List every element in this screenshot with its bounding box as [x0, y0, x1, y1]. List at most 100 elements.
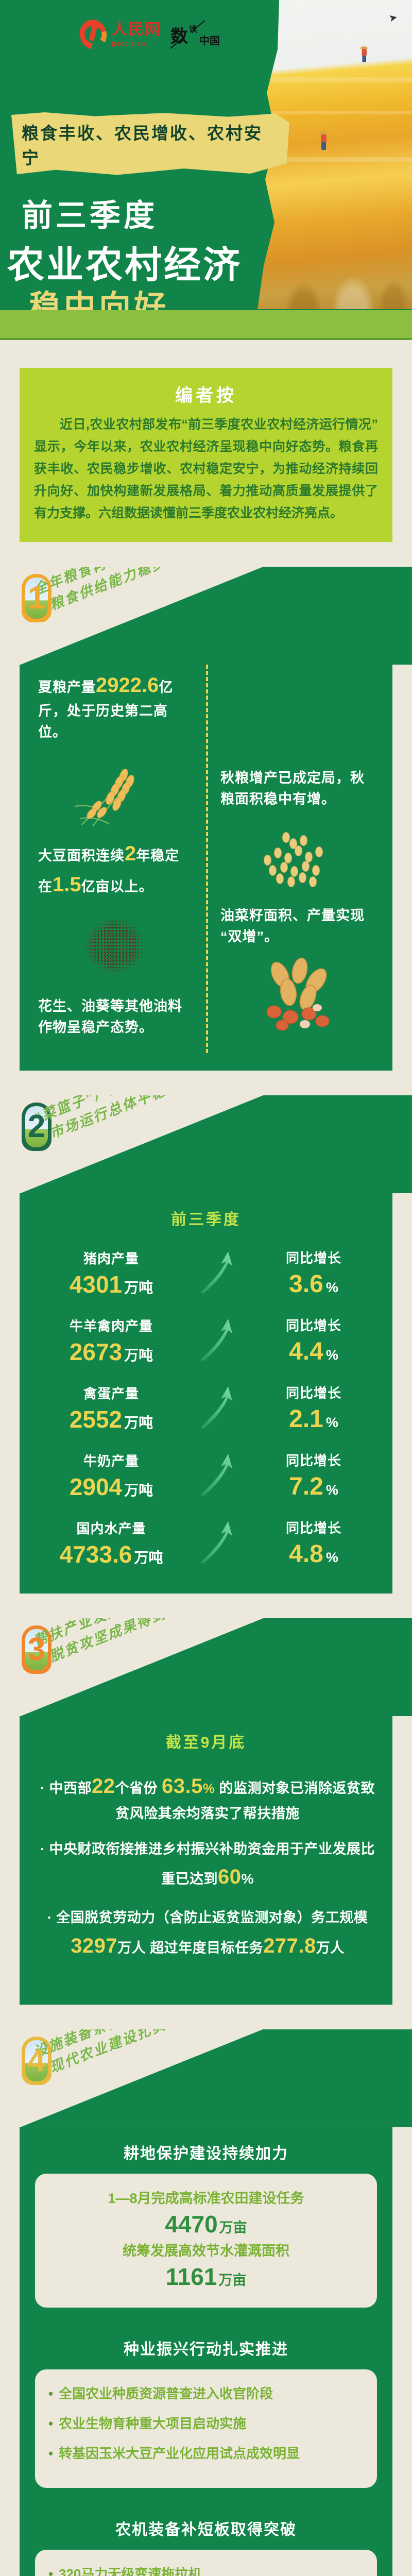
editor-note-box: 编者按 近日,农业农村部发布“前三季度农业农村经济运行情况”显示，今年以来，农业… — [20, 368, 392, 542]
list-item: 全国农业种质资源普查进入收官阶段 — [47, 2383, 365, 2404]
editor-note-body: 近日,农业农村部发布“前三季度农业农村经济运行情况”显示，今年以来，农业农村经济… — [34, 417, 378, 520]
soybean-seeds-icon — [259, 823, 336, 887]
list-item: · 中央财政衔接推进乡村振兴补助资金用于产业发展比重已达到60% — [38, 1838, 377, 1893]
bullet-1-part3: % — [202, 1781, 215, 1796]
metric-value: 4733.6 — [59, 1541, 132, 1568]
section-1-panel: 夏粮产量2922.6亿斤，处于历史第二高位。 — [20, 665, 392, 1071]
hero-title-line1: 前三季度 — [22, 198, 158, 233]
section-poverty-alleviation: 3 帮扶产业发展分类推进 脱贫攻坚成果得到巩固 截至9月底 · 中西部22个省份… — [0, 1618, 412, 2005]
bullet-2-num1: 60 — [217, 1866, 242, 1889]
section-1-right-column: 秋粮增产已成定局，秋粮面积稳中有增。 油菜籽面积、产量实现“双增” — [206, 670, 381, 1053]
soybean-illustration — [220, 819, 374, 896]
bullet-1-part1: · 中西部 — [40, 1781, 92, 1796]
list-item: · 中西部22个省份 63.5% 的监测对象已消除返贫致贫风险其余均落实了帮扶措… — [38, 1770, 377, 1825]
wheat-ears-icon — [75, 769, 134, 826]
soybean-mid: 年稳定在 — [38, 848, 180, 894]
soybean-area: 1.5 — [53, 873, 81, 896]
summer-grain-label: 夏粮产量 — [38, 680, 96, 695]
card-2-heading: 种业振兴行动扎实推进 — [124, 2341, 288, 2358]
peanut-illustration — [220, 956, 374, 1044]
metric-value: 2904 — [69, 1473, 123, 1500]
bullet-2-part2: % — [241, 1871, 254, 1887]
metric-unit: 万吨 — [124, 1347, 153, 1363]
section-1-badge: 1 — [22, 574, 52, 622]
growth-label: 同比增长 — [285, 1318, 341, 1333]
section-1-number: 1 — [27, 580, 46, 616]
metric-value: 2552 — [69, 1406, 123, 1433]
table-row: 国内水产量 4733.6 万吨 同比增长 4.8% — [31, 1509, 381, 1576]
up-arrow-icon — [198, 1385, 239, 1430]
metric-unit: 万吨 — [124, 1482, 153, 1498]
section-modern-agriculture: 4 设施装备条件持续改善 现代农业建设扎实推进 耕地保护建设持续加力 1—8月完… — [0, 2029, 412, 2576]
hero-tagline-banner: 粮食丰收、农民增收、农村安宁 — [11, 112, 289, 175]
bullet-2-part1: · 中央财政衔接推进乡村振兴补助资金用于产业发展比重已达到 — [40, 1841, 375, 1887]
list-item: 转基因玉米大豆产业化应用试点成效明显 — [47, 2443, 365, 2464]
machinery-card: 320马力无级变速拖拉机 电驱式精量播种机成功量产应用 再生稻收获机、油菜移栽机… — [35, 2549, 377, 2576]
section-3-bullets: · 中西部22个省份 63.5% 的监测对象已消除返贫致贫风险其余均落实了帮扶措… — [31, 1761, 381, 1987]
soybean-area-stat: 大豆面积连续2年稳定在1.5亿亩以上。 — [38, 838, 192, 900]
farmland-card: 1—8月完成高标准农田建设任务 4470 万亩 统筹发展高效节水灌溉面积 1161… — [35, 2173, 377, 2308]
seed-industry-card: 全国农业种质资源普查进入收官阶段 农业生物育种重大项目启动实施 转基因玉米大豆产… — [35, 2369, 377, 2488]
summer-grain-stat: 夏粮产量2922.6亿斤，处于历史第二高位。 — [38, 670, 192, 742]
metric-value: 4301 — [69, 1271, 123, 1298]
section-4-number: 4 — [27, 2042, 46, 2078]
wheat-tuft-icon — [258, 206, 412, 309]
growth-value: 3.6 — [289, 1270, 323, 1298]
rapeseed-illustration — [38, 909, 192, 987]
list-item: 农业生物育种重大项目启动实施 — [47, 2413, 365, 2434]
hero-tagline: 粮食丰收、农民增收、农村安宁 — [22, 125, 263, 168]
growth-label: 同比增长 — [285, 1250, 341, 1266]
section-4-badge: 4 — [22, 2036, 52, 2085]
metric-unit: 万吨 — [124, 1280, 153, 1296]
column-char-shu: 数 — [170, 27, 188, 46]
section-grain-harvest: 1 全年粮食再获丰收 粮食供给能力稳步提升 夏粮产量2922.6亿斤，处于历史第… — [0, 567, 412, 1071]
section-1-header: 1 全年粮食再获丰收 粮食供给能力稳步提升 — [0, 567, 412, 665]
metric-label: 牛羊禽肉产量 — [69, 1318, 153, 1334]
metric-unit: 万吨 — [124, 1415, 153, 1431]
column-logo: 数 读 中国 — [170, 20, 220, 49]
bullet-3-num1: 3297 — [71, 1934, 118, 1957]
column-char-zhongguo: 中国 — [199, 35, 220, 47]
farmland-number-1: 4470 万亩 — [165, 2211, 247, 2238]
metric-value: 2673 — [69, 1338, 123, 1365]
bullet-1-num1: 22 — [91, 1775, 115, 1798]
growth-label: 同比增长 — [285, 1385, 341, 1401]
farmland-line-1: 1—8月完成高标准农田建设任务 4470 万亩 — [47, 2187, 365, 2240]
site-logo[interactable]: 人民网 people.cn 数 读 中国 — [76, 16, 220, 53]
farmland-number-2: 1161 万亩 — [165, 2263, 247, 2291]
summer-grain-value: 2922.6 — [96, 674, 159, 697]
growth-label: 同比增长 — [285, 1453, 341, 1468]
table-row: 禽蛋产量 2552 万吨 同比增长 2.1% — [31, 1374, 381, 1441]
section-4-panel: 耕地保护建设持续加力 1—8月完成高标准农田建设任务 4470 万亩 统筹发展高效… — [20, 2127, 392, 2576]
farmland-line-2: 统筹发展高效节水灌溉面积 1161 万亩 — [47, 2240, 365, 2292]
other-oilcrops-stat: 花生、油葵等其他油料作物呈稳产态势。 — [38, 998, 182, 1035]
up-arrow-icon — [198, 1250, 239, 1295]
growth-value: 7.2 — [289, 1473, 323, 1500]
logo-chinese-name: 人民网 — [112, 21, 161, 38]
hero-bottom-strip — [0, 310, 412, 340]
bullet-3-part4: 万人 — [316, 1940, 345, 1956]
farmland-text-2: 统筹发展高效节水灌溉面积 — [123, 2243, 289, 2259]
table-row: 牛奶产量 2904 万吨 同比增长 7.2% — [31, 1441, 381, 1509]
card-3-heading: 农机装备补短板取得突破 — [115, 2521, 297, 2538]
table-row: 猪肉产量 4301 万吨 同比增长 3.6% — [31, 1239, 381, 1306]
hero-banner: ➤ 人民网 people.cn 数 读 中国 粮食丰收、农民增收、农村安宁 前三… — [0, 0, 412, 340]
card-1-heading: 耕地保护建设持续加力 — [124, 2145, 288, 2162]
section-3-subhead: 截至9月底 — [165, 1734, 247, 1751]
section-3-header: 3 帮扶产业发展分类推进 脱贫攻坚成果得到巩固 — [0, 1618, 412, 1716]
metric-label: 国内水产量 — [76, 1521, 146, 1536]
bullet-1-part4: 的监测对象已消除返贫致贫风险其余均落实了帮扶措施 — [115, 1781, 375, 1821]
growth-value: 4.4 — [289, 1338, 323, 1365]
section-2-panel: 前三季度 猪肉产量 4301 万吨 同比增长 3.6% 牛羊禽肉产量 2673 万吨 — [20, 1193, 392, 1594]
growth-unit: % — [325, 1415, 338, 1430]
section-2-subhead: 前三季度 — [171, 1211, 241, 1228]
soybean-years: 2 — [125, 842, 136, 865]
list-item: 320马力无级变速拖拉机 — [47, 2563, 365, 2576]
bullet-3-num2: 277.8 — [263, 1934, 316, 1957]
rapeseed-pile-icon — [79, 912, 151, 979]
bullet-1-num2: 63.5 — [162, 1775, 203, 1798]
growth-value: 2.1 — [289, 1405, 323, 1433]
summer-grain-suffix: 亿斤，处于历史第二高位。 — [38, 680, 174, 740]
bullet-1-part2: 个省份 — [115, 1781, 158, 1796]
growth-unit: % — [325, 1550, 338, 1565]
